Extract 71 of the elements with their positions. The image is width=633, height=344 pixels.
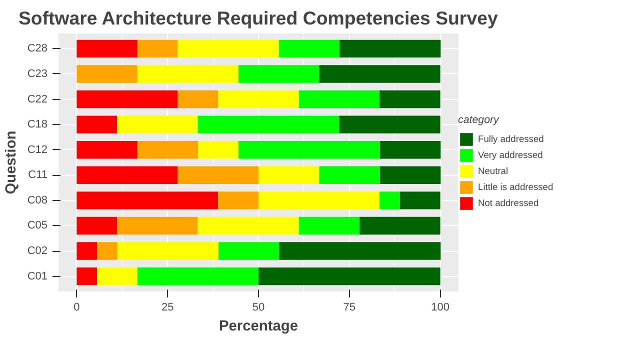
bar — [340, 40, 441, 58]
y-axis-title: Question — [3, 130, 20, 194]
x-axis-title: Percentage — [218, 318, 298, 334]
bar — [76, 267, 98, 286]
bar — [279, 242, 441, 260]
x-tick-label: 0 — [74, 302, 80, 314]
bar — [76, 166, 178, 184]
x-tick-label: 100 — [431, 302, 450, 314]
y-tick-label: C12 — [27, 144, 48, 156]
bar — [258, 166, 320, 184]
bar — [76, 216, 118, 235]
y-tick-label: C05 — [27, 220, 48, 232]
bar — [198, 116, 340, 134]
legend-label: Fully addressed — [478, 133, 544, 146]
bar — [198, 141, 238, 159]
bar — [339, 116, 440, 134]
bar — [117, 116, 198, 134]
chart-title: Software Architecture Required Competencies Survey — [18, 8, 498, 28]
bar — [380, 141, 441, 159]
bar — [117, 216, 198, 235]
bar — [137, 65, 238, 83]
bar — [76, 90, 178, 108]
bar — [218, 242, 280, 260]
bar — [400, 192, 440, 210]
bar — [137, 40, 178, 58]
legend-title: category — [458, 114, 500, 126]
y-tick-label: C01 — [27, 270, 48, 282]
bar — [76, 116, 118, 134]
bar — [76, 65, 138, 83]
bar — [198, 216, 299, 235]
bar — [298, 216, 360, 235]
bar — [178, 90, 218, 108]
bar — [238, 141, 380, 159]
bar — [380, 192, 400, 210]
y-tick-label: C02 — [27, 245, 48, 258]
bar — [319, 65, 440, 83]
y-tick-label: C18 — [27, 118, 48, 131]
bar — [137, 141, 198, 159]
y-tick-label: C22 — [27, 93, 48, 106]
bar — [218, 90, 299, 108]
bar — [178, 166, 258, 184]
bar — [258, 192, 380, 210]
legend-label: Neutral — [478, 165, 508, 178]
bar — [137, 267, 258, 286]
bar — [117, 242, 218, 260]
y-tick-label: C11 — [28, 169, 48, 182]
bar — [319, 166, 380, 184]
x-tick-label: 50 — [252, 302, 265, 314]
bar — [238, 65, 320, 83]
bar — [97, 267, 138, 286]
bar — [76, 141, 138, 159]
bar — [76, 40, 138, 58]
bar — [380, 166, 441, 184]
bar — [360, 216, 440, 235]
bar — [218, 192, 258, 210]
legend-label: Not addressed — [478, 197, 539, 210]
y-tick-label: C08 — [27, 194, 48, 206]
x-tick-label: 75 — [343, 302, 356, 314]
x-tick-label: 25 — [161, 302, 174, 314]
bar — [298, 90, 380, 108]
bar — [76, 192, 218, 210]
y-tick-label: C23 — [27, 68, 48, 80]
y-tick-label: C28 — [27, 42, 48, 55]
bar — [97, 242, 118, 260]
bar — [258, 267, 440, 286]
bar — [178, 40, 279, 58]
bar — [380, 90, 440, 108]
legend-label: Very addressed — [478, 149, 543, 162]
bar — [76, 242, 98, 260]
bar — [278, 40, 340, 58]
legend-label: Little is addressed — [478, 181, 554, 194]
